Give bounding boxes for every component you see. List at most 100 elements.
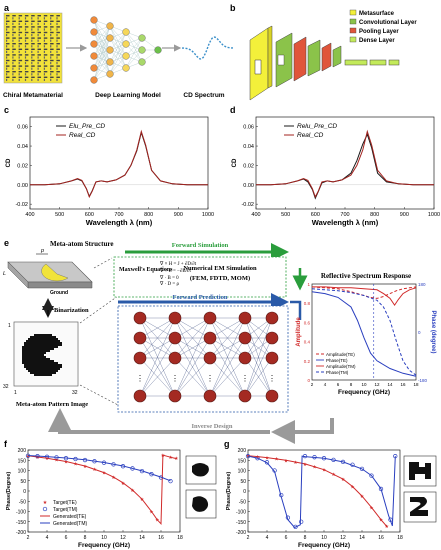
marker-star: ★ bbox=[83, 464, 88, 470]
nn-connection bbox=[139, 337, 176, 397]
pattern-image-title: Meta-atom Pattern Image bbox=[16, 401, 88, 408]
nn-connection bbox=[244, 317, 273, 397]
pixel-on bbox=[56, 368, 58, 370]
y-tick-label: 0 bbox=[243, 489, 246, 495]
chiral-cell bbox=[43, 78, 45, 81]
nn-neuron bbox=[133, 351, 147, 365]
chiral-cell bbox=[6, 20, 10, 22]
x-tick-label: 8 bbox=[304, 535, 307, 541]
pixel-on bbox=[38, 340, 40, 342]
chiral-cell bbox=[18, 37, 23, 39]
marker-star: ★ bbox=[102, 471, 107, 477]
chiral-cell bbox=[18, 76, 23, 78]
nn-connection bbox=[174, 337, 211, 359]
dl-connection bbox=[125, 49, 143, 69]
series-line-Generated(TM) bbox=[247, 455, 396, 529]
legend-conv: Convolutional Layer bbox=[359, 20, 417, 26]
marker-star: ★ bbox=[274, 457, 279, 463]
legend-label: Target(TM) bbox=[53, 507, 78, 513]
y-tick-label: 100 bbox=[18, 469, 27, 475]
chiral-cell bbox=[56, 37, 60, 39]
pixel-on bbox=[52, 336, 54, 338]
maxwell-label: Maxwell's Equations bbox=[119, 267, 173, 273]
y-tick-label: 50 bbox=[20, 479, 26, 485]
chiral-cell bbox=[18, 43, 23, 45]
chiral-cell bbox=[56, 73, 58, 76]
chiral-cell bbox=[12, 56, 14, 59]
pixel-on bbox=[50, 340, 52, 342]
chiral-cell bbox=[12, 59, 16, 62]
pixel-on bbox=[26, 340, 28, 342]
chiral-cell bbox=[43, 56, 45, 59]
pixel-on bbox=[24, 364, 26, 366]
chiral-cell bbox=[31, 37, 35, 39]
plot-frame bbox=[247, 449, 401, 533]
pixel-on bbox=[28, 342, 30, 344]
chiral-cell bbox=[18, 67, 20, 70]
chiral-cell bbox=[50, 20, 54, 22]
pixel-on bbox=[32, 360, 34, 362]
chiral-cell bbox=[43, 71, 48, 73]
chiral-cell bbox=[24, 15, 29, 17]
chiral-cell bbox=[12, 31, 16, 34]
pixel-on bbox=[36, 342, 38, 344]
legend-label: Real_CD bbox=[69, 132, 96, 139]
spectrum-x-tick-label: 16 bbox=[400, 382, 406, 387]
pixel-on bbox=[56, 364, 58, 366]
dl-neuron bbox=[122, 28, 130, 36]
dl-neuron bbox=[90, 16, 98, 24]
pixel-on bbox=[26, 354, 28, 356]
pattern-axis-32-bottom: 32 bbox=[72, 390, 78, 396]
series-line-Elu_Pre_CD bbox=[30, 130, 208, 198]
chiral-cell bbox=[56, 76, 60, 78]
chiral-cell bbox=[6, 56, 8, 59]
dl-neuron bbox=[106, 70, 114, 78]
chiral-cell bbox=[12, 15, 16, 17]
pixel-on bbox=[36, 358, 38, 360]
binarization-label: Binarization bbox=[54, 307, 89, 314]
chiral-cell bbox=[50, 48, 54, 50]
pixel-on bbox=[40, 362, 42, 364]
pixel-on bbox=[38, 356, 40, 358]
x-tick-label: 18 bbox=[397, 535, 403, 541]
pixel-on bbox=[30, 336, 32, 338]
marker-star: ★ bbox=[284, 458, 289, 464]
y-tick-label: -100 bbox=[16, 510, 26, 516]
series-line-Generated(TM) bbox=[27, 455, 171, 482]
chiral-cell bbox=[12, 78, 14, 81]
chiral-cell bbox=[56, 26, 60, 28]
legend-label: Generated(TE) bbox=[53, 514, 87, 520]
pixel-on bbox=[24, 362, 26, 364]
pattern-axis-1-bottom: 1 bbox=[14, 390, 17, 396]
pixel-on bbox=[44, 360, 46, 362]
x-tick-label: 500 bbox=[281, 212, 290, 218]
nn-connection bbox=[139, 317, 176, 339]
pixel-on bbox=[56, 346, 58, 348]
chiral-cell bbox=[43, 67, 45, 70]
chiral-cell bbox=[18, 45, 20, 48]
pixel-on bbox=[32, 342, 34, 344]
pixel-on bbox=[30, 366, 32, 368]
chiral-cell bbox=[6, 28, 8, 31]
pixel-on bbox=[58, 342, 60, 344]
y-axis-label: CD bbox=[232, 158, 238, 167]
y-tick-label: -50 bbox=[19, 499, 26, 505]
chiral-cell bbox=[50, 15, 54, 17]
pixel-on bbox=[24, 366, 26, 368]
nn-neuron bbox=[133, 311, 147, 325]
chiral-cell bbox=[56, 22, 58, 25]
chiral-cell bbox=[18, 65, 23, 67]
legend-label: Relu_Pre_CD bbox=[297, 123, 337, 130]
nn-neuron bbox=[168, 389, 182, 403]
meta-atom-3d-structure: p L Ground bbox=[3, 248, 93, 296]
chiral-cell bbox=[37, 28, 39, 31]
chiral-cell bbox=[18, 78, 20, 81]
pixel-on bbox=[56, 366, 58, 368]
thumbnail-g-te bbox=[403, 455, 437, 487]
y-tick-label: 100 bbox=[238, 469, 247, 475]
pixel-on bbox=[44, 368, 46, 370]
marker-circle bbox=[378, 486, 384, 492]
x-tick-label: 2 bbox=[27, 535, 30, 541]
chiral-cell bbox=[50, 56, 52, 59]
x-axis-label: Frequency (GHz) bbox=[298, 542, 350, 549]
